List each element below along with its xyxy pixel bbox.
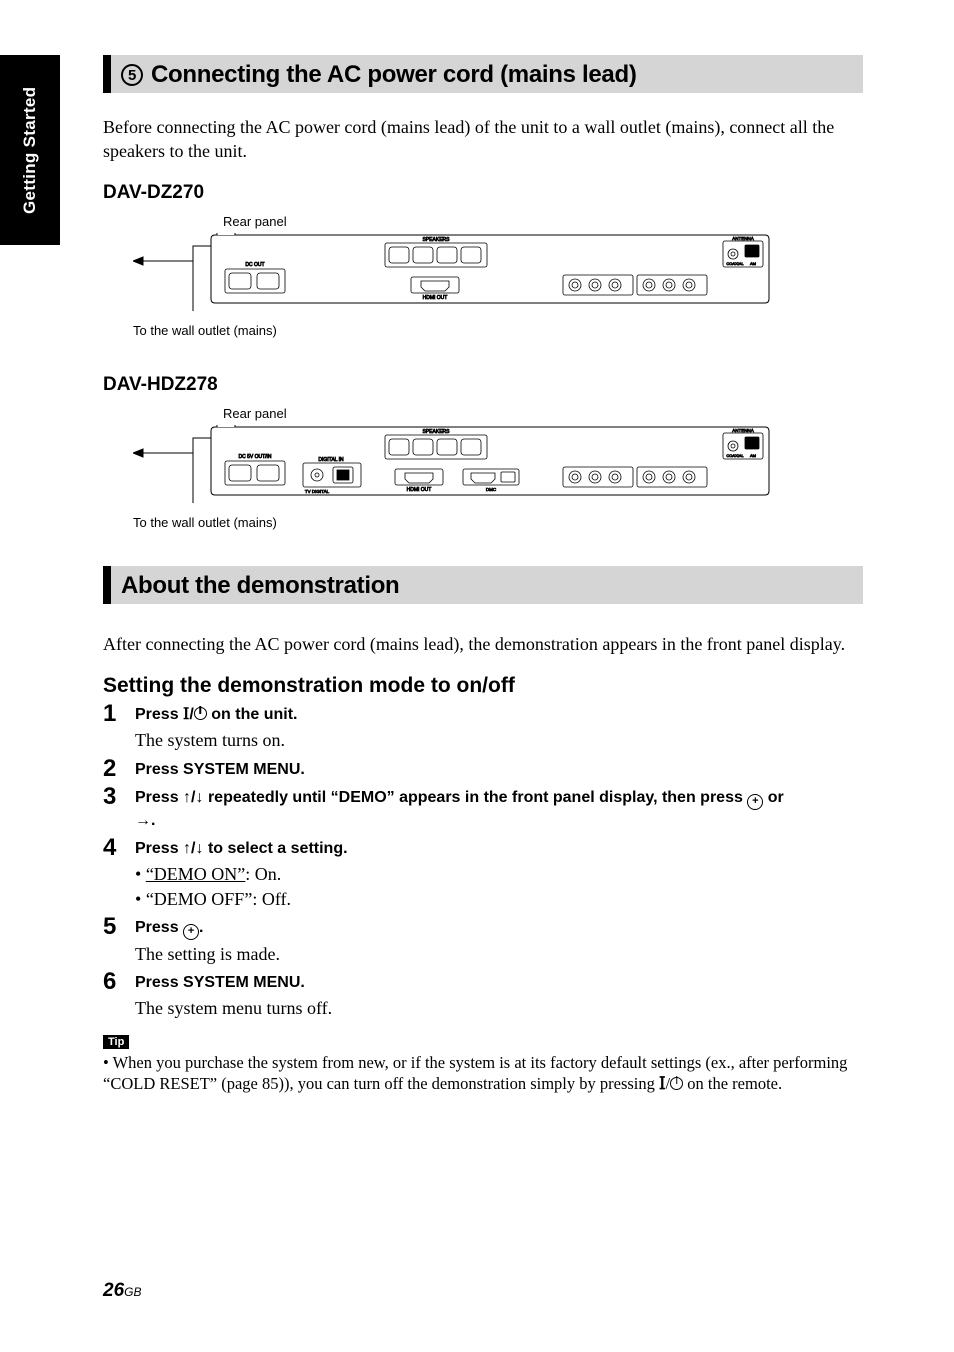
rear-panel-diagram-1: DC OUT SPEAKERS HDMI OUT <box>133 233 863 315</box>
tip-text-b: on the remote. <box>683 1074 782 1093</box>
about-paragraph: After connecting the AC power cord (main… <box>103 632 863 656</box>
step4-b: to select a setting. <box>204 840 348 857</box>
svg-text:SPEAKERS: SPEAKERS <box>423 237 451 243</box>
model-heading-hdz278: DAV-HDZ278 <box>103 374 863 396</box>
svg-text:HDMI OUT: HDMI OUT <box>407 487 432 493</box>
rear-panel-diagram-2: DC 5V OUT/IN DIGITAL IN TV DIGITAL SPEAK… <box>133 425 863 507</box>
power-icon <box>194 707 207 720</box>
step-1: Press Ⅰ/ on the unit. The system turns o… <box>103 704 863 753</box>
side-tab-getting-started: Getting Started <box>0 55 60 245</box>
step-2: Press SYSTEM MENU. <box>103 759 863 781</box>
svg-text:SPEAKERS: SPEAKERS <box>423 429 451 435</box>
svg-text:TV DIGITAL: TV DIGITAL <box>305 489 330 494</box>
svg-text:COAXIAL: COAXIAL <box>726 261 744 266</box>
about-title: About the demonstration <box>121 572 399 600</box>
rear-panel-label-1: Rear panel <box>223 214 863 229</box>
demo-on-desc: : On. <box>245 864 281 884</box>
step3-a: Press <box>135 789 183 806</box>
step4-a: Press <box>135 840 183 857</box>
step5-dot: . <box>199 919 203 936</box>
step1-body: The system turns on. <box>135 728 863 752</box>
rear-panel-label-2: Rear panel <box>223 406 863 421</box>
arrows-icon: ↑/↓ <box>183 789 203 806</box>
page-number: 26GB <box>103 1280 141 1302</box>
page-number-suffix: GB <box>124 1285 141 1299</box>
step5-a: Press <box>135 919 183 936</box>
enter-icon: + <box>183 924 199 940</box>
step1-text-c: on the unit. <box>207 706 298 723</box>
step4-option-2: • “DEMO OFF”: Off. <box>135 887 863 911</box>
demo-off-desc: : Off. <box>252 889 291 909</box>
svg-text:AM: AM <box>750 453 756 458</box>
step-3: Press ↑/↓ repeatedly until “DEMO” appear… <box>103 787 863 832</box>
intro-paragraph: Before connecting the AC power cord (mai… <box>103 115 863 164</box>
svg-text:ANTENNA: ANTENNA <box>732 236 754 241</box>
section-header-about: About the demonstration <box>103 566 863 604</box>
section-title: Connecting the AC power cord (mains lead… <box>151 61 637 89</box>
svg-text:COAXIAL: COAXIAL <box>726 453 744 458</box>
step3-b: repeatedly until “DEMO” appears in the f… <box>204 789 748 806</box>
svg-text:ANTENNA: ANTENNA <box>732 428 754 433</box>
enter-icon: + <box>747 794 763 810</box>
svg-text:DC OUT: DC OUT <box>245 262 264 268</box>
step-4: Press ↑/↓ to select a setting. • “DEMO O… <box>103 838 863 911</box>
arrow-right-icon: → <box>135 812 151 829</box>
step4-option-1: • “DEMO ON”: On. <box>135 862 863 886</box>
wall-outlet-caption-1: To the wall outlet (mains) <box>133 323 863 338</box>
demo-on-label: “DEMO ON” <box>146 864 245 884</box>
page-number-value: 26 <box>103 1280 124 1301</box>
step3-dot: . <box>151 812 155 829</box>
arrows-icon: ↑/↓ <box>183 840 203 857</box>
step3-or: or <box>763 789 783 806</box>
svg-text:AM: AM <box>750 261 756 266</box>
step6-body: The system menu turns off. <box>135 996 863 1020</box>
page-content: 5 Connecting the AC power cord (mains le… <box>103 55 863 1095</box>
svg-text:HDMI OUT: HDMI OUT <box>423 295 448 301</box>
step-5: Press +. The setting is made. <box>103 917 863 966</box>
steps-list: Press Ⅰ/ on the unit. The system turns o… <box>103 704 863 1021</box>
svg-text:DMC: DMC <box>486 487 497 492</box>
model-heading-dz270: DAV-DZ270 <box>103 182 863 204</box>
step-number-5-icon: 5 <box>121 64 143 86</box>
svg-text:DIGITAL IN: DIGITAL IN <box>318 457 344 463</box>
tip-badge: Tip <box>103 1035 129 1049</box>
setting-subheading: Setting the demonstration mode to on/off <box>103 674 863 698</box>
section-header-5: 5 Connecting the AC power cord (mains le… <box>103 55 863 93</box>
step6-head: Press SYSTEM MENU. <box>135 972 863 994</box>
svg-text:DC 5V OUT/IN: DC 5V OUT/IN <box>238 454 271 460</box>
step5-body: The setting is made. <box>135 942 863 966</box>
power-icon <box>670 1077 683 1090</box>
demo-off-label: “DEMO OFF” <box>146 889 253 909</box>
wall-outlet-caption-2: To the wall outlet (mains) <box>133 515 863 530</box>
tip-text: When you purchase the system from new, o… <box>103 1052 863 1095</box>
step-6: Press SYSTEM MENU. The system menu turns… <box>103 972 863 1021</box>
step2-head: Press SYSTEM MENU. <box>135 759 863 781</box>
step1-text-a: Press <box>135 706 183 723</box>
